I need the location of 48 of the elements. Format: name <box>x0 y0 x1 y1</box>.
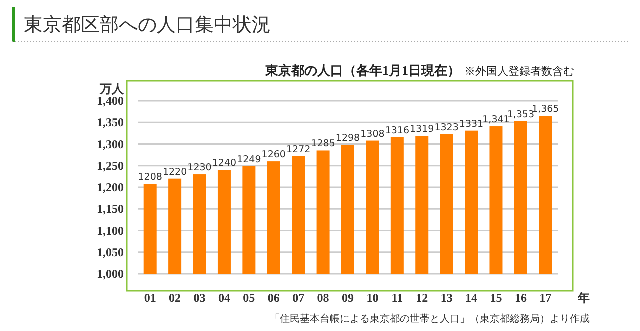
y-tick-label: 1,000 <box>97 267 124 281</box>
data-label: 1316 <box>385 125 410 136</box>
x-tick-label: 07 <box>292 291 305 305</box>
x-tick-label: 03 <box>194 291 206 305</box>
x-tick-label: 16 <box>514 291 527 305</box>
x-tick-label: 01 <box>144 291 156 305</box>
data-label: 1331 <box>459 118 484 130</box>
x-tick-label: 11 <box>392 291 404 305</box>
data-label: 1249 <box>237 154 262 166</box>
y-tick-label: 1,150 <box>97 202 124 216</box>
x-tick-label: 09 <box>342 291 354 305</box>
chart-title: 東京都区部への人口集中状況 <box>24 14 271 36</box>
y-tick-label: 1,100 <box>97 224 124 238</box>
chart-subtitle: 東京都の人口（各年1月1日現在） <box>264 63 460 78</box>
data-label: 1308 <box>360 128 385 140</box>
x-tick-label: 13 <box>440 291 453 305</box>
y-tick-label: 1,200 <box>97 180 124 194</box>
x-tick-label: 14 <box>466 291 478 305</box>
x-tick-label: 06 <box>268 291 280 305</box>
x-tick-label: 17 <box>540 291 552 305</box>
x-tick-label: 05 <box>243 291 256 305</box>
data-label: 1230 <box>188 162 212 174</box>
y-axis-title: 万人 <box>99 82 125 96</box>
data-label: 1220 <box>162 166 188 178</box>
x-tick-label: 08 <box>317 291 330 305</box>
data-label: 1319 <box>410 124 434 136</box>
data-label: 1285 <box>311 138 336 150</box>
x-tick-label: 10 <box>366 291 379 305</box>
x-tick-label: 04 <box>218 291 230 305</box>
data-label: 1208 <box>138 172 162 184</box>
data-label: 1260 <box>262 150 286 161</box>
data-label: 1323 <box>434 122 459 134</box>
y-tick-label: 1,350 <box>97 116 124 130</box>
x-axis-title: 年 <box>577 291 590 305</box>
text: ※外国人登録者数含む <box>464 65 574 78</box>
data-label: 1272 <box>286 144 311 156</box>
x-tick-label: 15 <box>490 291 502 305</box>
y-tick-label: 1,300 <box>97 137 124 152</box>
text: 「住民基本台帳による東京都の世帯と人口」（東京都総務局）より作成 <box>270 313 590 325</box>
data-label: 1298 <box>336 133 360 144</box>
x-tick-label: 02 <box>169 291 182 305</box>
x-tick-label: 12 <box>416 291 428 305</box>
data-label: 1240 <box>212 158 237 170</box>
y-tick-label: 1,400 <box>97 94 124 108</box>
y-tick-label: 1,250 <box>97 158 124 173</box>
data-label: 1,353 <box>507 109 535 120</box>
y-tick-label: 1,050 <box>97 245 124 260</box>
data-label: 1,341 <box>482 114 510 126</box>
